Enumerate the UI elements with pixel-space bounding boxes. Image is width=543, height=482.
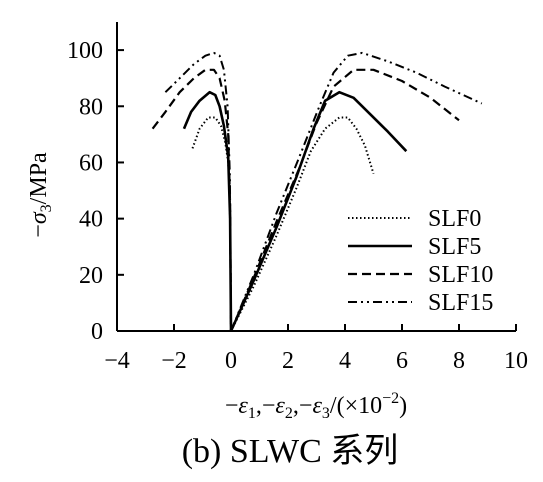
axes: −4 −2 0 2 4 6 8 10 0 20 40 60 80 100 [67,22,528,374]
legend-label-slf5: SLF5 [428,234,481,260]
chart-caption: (b) SLWC 系列 [182,433,399,470]
y-label-sub: 3 [38,204,55,212]
y-label-unit: /MPa [26,152,52,204]
series-slf15-lateral-line [164,51,232,332]
y-tick-label: 100 [67,38,103,64]
x-axis-label: −ε1,−ε2,−ε3/(×10−2) [225,390,407,422]
legend-label-slf0: SLF0 [428,206,481,232]
x-tick-label: −4 [104,348,130,374]
series-slf0-lateral-line [191,116,232,332]
y-label-sigma: σ [26,211,52,224]
y-label-minus: − [26,224,52,238]
y-axis-label: −σ3/MPa [26,152,55,238]
legend-label-slf10: SLF10 [428,262,493,288]
series-slf10-lateral-line [151,68,233,332]
series-slf15-axial-line [230,51,483,332]
x-tick-label: 10 [504,348,528,374]
series-slf10-axial-line [229,68,460,332]
x-tick-label: 2 [282,348,294,374]
y-tick-label: 40 [79,207,103,233]
x-tick-label: 8 [453,348,465,374]
x-tick-label: −2 [161,348,187,374]
x-tick-label: 0 [225,348,237,374]
legend-label-slf15: SLF15 [428,290,493,316]
y-ticks: 0 20 40 60 80 100 [67,38,124,345]
y-tick-label: 80 [79,94,103,120]
x-tick-label: 4 [339,348,351,374]
series-slf5-lateral-line [182,90,233,332]
series-slf5-axial-line [229,90,408,332]
x-tick-label: 6 [396,348,408,374]
y-tick-label: 20 [79,263,103,289]
series-lines [151,51,483,332]
y-tick-label: 0 [91,319,103,345]
y-tick-label: 60 [79,150,103,176]
x-ticks: −4 −2 0 2 4 6 8 10 [104,324,528,374]
